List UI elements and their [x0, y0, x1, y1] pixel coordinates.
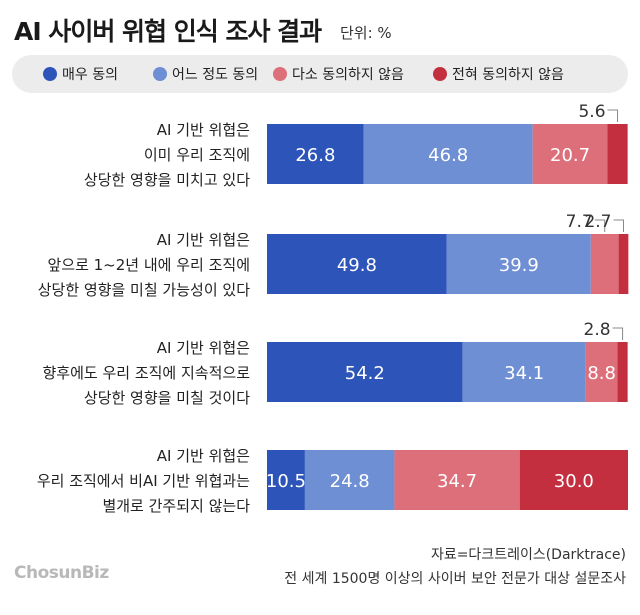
chart-title: AI 사이버 위협 인식 조사 결과	[14, 17, 322, 46]
value-label-0-2: 20.7	[550, 145, 590, 166]
value-label-3-2: 34.7	[437, 471, 477, 492]
bar-segment-1-1	[446, 234, 591, 294]
source-line-1: 자료=다크트레이스(Darktrace)	[430, 547, 626, 563]
category-label-3-0: AI 기반 위협은	[157, 447, 250, 465]
legend-label-0: 매우 동의	[62, 67, 118, 83]
value-label-0-0: 26.8	[295, 145, 335, 166]
leader-line-1-3	[613, 219, 624, 232]
value-label-1-0: 49.8	[337, 255, 377, 276]
leader-line-2-3	[612, 327, 624, 340]
bar-segment-0-3	[607, 124, 628, 184]
category-label-3-1: 우리 조직에서 비AI 기반 위협과는	[37, 472, 250, 490]
legend-swatch-1	[153, 67, 167, 81]
category-label-2-2: 상당한 영향을 미칠 것이다	[84, 389, 250, 407]
bar-segment-3-0	[267, 450, 305, 510]
category-label-0-2: 상당한 영향을 미치고 있다	[84, 171, 250, 189]
source-line-2: 전 세계 1500명 이상의 사이버 보안 전문가 대상 설문조사	[284, 571, 626, 587]
value-label-2-2: 8.8	[587, 363, 616, 384]
leader-line-0-3	[607, 109, 619, 122]
legend-swatch-3	[433, 67, 447, 81]
value-label-2-3: 2.8	[584, 320, 611, 340]
value-label-2-1: 34.1	[504, 363, 544, 384]
value-label-0-3: 5.6	[578, 102, 605, 122]
bar-segment-3-1	[304, 450, 395, 510]
value-label-3-3: 30.0	[554, 471, 594, 492]
legend-label-2: 다소 동의하지 않음	[292, 67, 404, 83]
legend-swatch-2	[273, 67, 287, 81]
category-label-2-1: 향후에도 우리 조직에 지속적으로	[42, 364, 250, 382]
bar-segment-0-2	[532, 124, 608, 184]
value-label-1-3: 2.7	[584, 212, 611, 232]
value-label-0-1: 46.8	[428, 145, 468, 166]
bar-segment-2-3	[617, 342, 628, 402]
publisher-logo: ChosunBiz	[14, 563, 109, 583]
legend-swatch-0	[43, 67, 57, 81]
legend-label-1: 어느 정도 동의	[172, 67, 258, 83]
value-label-3-0: 10.5	[266, 471, 306, 492]
bar-segment-1-2	[590, 234, 619, 294]
bar-segment-1-3	[618, 234, 629, 294]
bar-segment-1-0	[267, 234, 447, 294]
bar-segment-2-1	[462, 342, 586, 402]
unit-label: 단위: %	[340, 24, 392, 42]
legend-label-3: 전혀 동의하지 않음	[452, 67, 564, 83]
value-label-2-0: 54.2	[345, 363, 385, 384]
category-label-1-2: 상당한 영향을 미칠 가능성이 있다	[38, 281, 250, 299]
category-label-2-0: AI 기반 위협은	[157, 339, 250, 357]
bar-segment-3-2	[394, 450, 520, 510]
bar-segment-2-2	[585, 342, 618, 402]
category-label-3-2: 별개로 간주되지 않는다	[102, 497, 250, 515]
category-label-1-1: 앞으로 1~2년 내에 우리 조직에	[47, 256, 250, 274]
category-label-0-0: AI 기반 위협은	[157, 121, 250, 139]
bar-segment-2-0	[267, 342, 463, 402]
category-label-1-0: AI 기반 위협은	[157, 231, 250, 249]
bar-segment-3-3	[519, 450, 628, 510]
value-label-1-2: 7.7	[566, 212, 593, 232]
value-label-3-1: 24.8	[330, 471, 370, 492]
value-label-1-1: 39.9	[499, 255, 539, 276]
bar-segment-0-1	[363, 124, 533, 184]
leader-line-1-2	[594, 219, 606, 232]
category-label-0-1: 이미 우리 조직에	[144, 146, 250, 164]
bar-segment-0-0	[267, 124, 364, 184]
legend-background	[12, 55, 628, 93]
